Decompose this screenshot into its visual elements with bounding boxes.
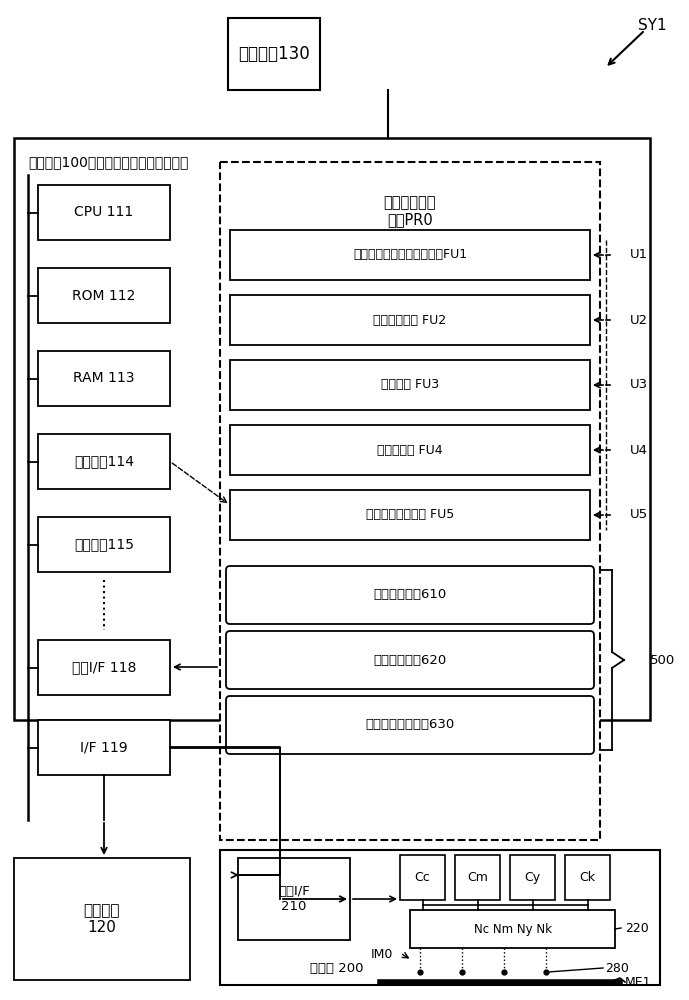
Text: U5: U5 [630, 508, 648, 522]
Text: U4: U4 [630, 444, 648, 456]
Bar [38, 351, 170, 406]
Text: 配置文件调节
程序PR0: 配置文件调节 程序PR0 [384, 195, 436, 227]
Text: 220: 220 [625, 922, 649, 934]
Bar [38, 185, 170, 240]
Bar [14, 858, 190, 980]
Text: 存储装罐114: 存储装罐114 [74, 454, 134, 468]
Text: 最优化功能 FU4: 最优化功能 FU4 [377, 444, 443, 456]
Bar [38, 517, 170, 572]
Text: CPU 111: CPU 111 [74, 206, 134, 220]
Text: Ck: Ck [579, 871, 595, 884]
Text: I/F 119: I/F 119 [80, 740, 128, 754]
Text: 打印机 200: 打印机 200 [310, 962, 364, 975]
Text: 配置文件调节功能 FU5: 配置文件调节功能 FU5 [366, 508, 454, 522]
Bar [38, 434, 170, 489]
Text: 测色装罐
120: 测色装罐 120 [84, 903, 121, 935]
Text: Cy: Cy [524, 871, 541, 884]
Text: 转换功能 FU3: 转换功能 FU3 [381, 378, 439, 391]
Text: Cm: Cm [467, 871, 488, 884]
FancyBboxPatch shape [226, 696, 594, 754]
Bar [238, 858, 350, 940]
Bar [228, 18, 320, 90]
Text: 输入装罐115: 输入装罐115 [74, 538, 134, 552]
Text: U2: U2 [630, 314, 648, 326]
Text: 设备链接配置文件630: 设备链接配置文件630 [365, 718, 455, 732]
Bar [230, 425, 590, 475]
Bar [220, 850, 660, 985]
Bar [38, 640, 170, 695]
Text: ROM 112: ROM 112 [72, 288, 136, 302]
Text: 通信I/F
210: 通信I/F 210 [278, 885, 310, 913]
Text: 输出配置文件620: 输出配置文件620 [373, 654, 446, 666]
Bar [38, 720, 170, 775]
Bar [455, 855, 500, 900]
Bar [220, 162, 600, 840]
Bar [410, 910, 615, 948]
Bar [230, 295, 590, 345]
Bar [230, 230, 590, 280]
Bar [230, 490, 590, 540]
FancyBboxPatch shape [226, 566, 594, 624]
Text: RAM 113: RAM 113 [73, 371, 135, 385]
Text: IM0: IM0 [371, 948, 393, 962]
Text: Nc Nm Ny Nk: Nc Nm Ny Nk [473, 922, 551, 936]
Text: ME1: ME1 [625, 976, 652, 988]
Text: 主机装罐100（配置文件调节装罐的例）: 主机装罐100（配置文件调节装罐的例） [28, 155, 188, 169]
Text: 目标接受功能 FU2: 目标接受功能 FU2 [373, 314, 446, 326]
Bar [510, 855, 555, 900]
Text: 输入配置文件610: 输入配置文件610 [373, 588, 446, 601]
Text: 通信I/F 118: 通信I/F 118 [72, 660, 136, 674]
Bar [230, 360, 590, 410]
Text: Cc: Cc [415, 871, 431, 884]
Text: U1: U1 [630, 248, 648, 261]
Text: 280: 280 [605, 962, 629, 974]
Bar [565, 855, 610, 900]
Text: 500: 500 [650, 654, 675, 666]
Bar [400, 855, 445, 900]
Text: 调节对象配置文件接受功能FU1: 调节对象配置文件接受功能FU1 [353, 248, 467, 261]
Text: U3: U3 [630, 378, 648, 391]
Text: SY1: SY1 [638, 18, 667, 33]
Text: 显示装罐130: 显示装罐130 [238, 45, 310, 63]
Bar [38, 268, 170, 323]
Bar [14, 138, 650, 720]
FancyBboxPatch shape [226, 631, 594, 689]
